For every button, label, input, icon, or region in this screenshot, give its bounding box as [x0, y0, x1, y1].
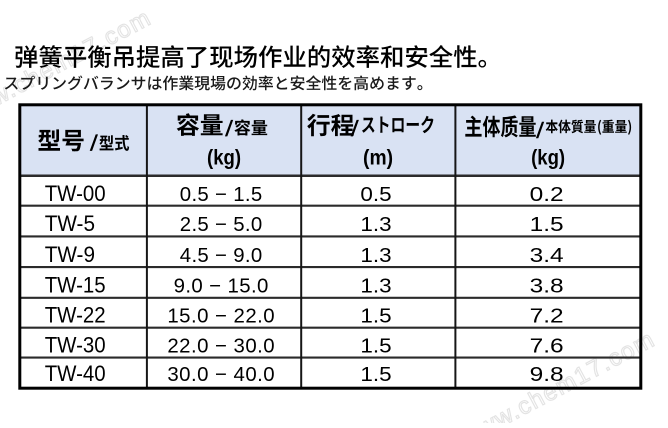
svg-text:9.0 − 15.0: 9.0 − 15.0 [174, 275, 269, 297]
svg-text:TW-30: TW-30 [45, 332, 106, 357]
svg-text:15.0 − 22.0: 15.0 − 22.0 [167, 306, 274, 328]
svg-text:0.5: 0.5 [360, 184, 391, 206]
svg-text:1.5: 1.5 [360, 306, 391, 328]
svg-text:1.3: 1.3 [360, 275, 391, 297]
svg-text:1.5: 1.5 [360, 364, 391, 386]
svg-text:4.5 − 9.0: 4.5 − 9.0 [180, 245, 262, 267]
svg-text:3.4: 3.4 [530, 245, 564, 267]
svg-text:(kg): (kg) [207, 147, 241, 170]
svg-text:3.8: 3.8 [530, 275, 564, 297]
svg-text:2.5 − 5.0: 2.5 − 5.0 [180, 214, 262, 236]
svg-text:7.2: 7.2 [530, 306, 564, 328]
svg-text:7.6: 7.6 [530, 335, 564, 357]
svg-text:TW-40: TW-40 [45, 361, 106, 386]
svg-text:TW-22: TW-22 [45, 303, 106, 328]
svg-text:1.5: 1.5 [360, 335, 391, 357]
svg-text:(kg): (kg) [531, 147, 565, 170]
svg-text:(m): (m) [363, 147, 393, 170]
svg-text:TW-9: TW-9 [45, 242, 95, 267]
svg-text:0.5 − 1.5: 0.5 − 1.5 [180, 184, 262, 206]
svg-text:30.0 − 40.0: 30.0 − 40.0 [167, 364, 274, 386]
svg-text:TW-15: TW-15 [45, 272, 106, 297]
svg-text:0.2: 0.2 [530, 184, 564, 206]
svg-text:1.3: 1.3 [360, 214, 391, 236]
svg-text:1.5: 1.5 [530, 214, 564, 236]
svg-text:1.3: 1.3 [360, 245, 391, 267]
svg-text:9.8: 9.8 [530, 364, 564, 386]
svg-text:TW-5: TW-5 [45, 211, 95, 236]
svg-text:22.0 − 30.0: 22.0 − 30.0 [167, 335, 274, 357]
svg-text:TW-00: TW-00 [45, 181, 106, 206]
